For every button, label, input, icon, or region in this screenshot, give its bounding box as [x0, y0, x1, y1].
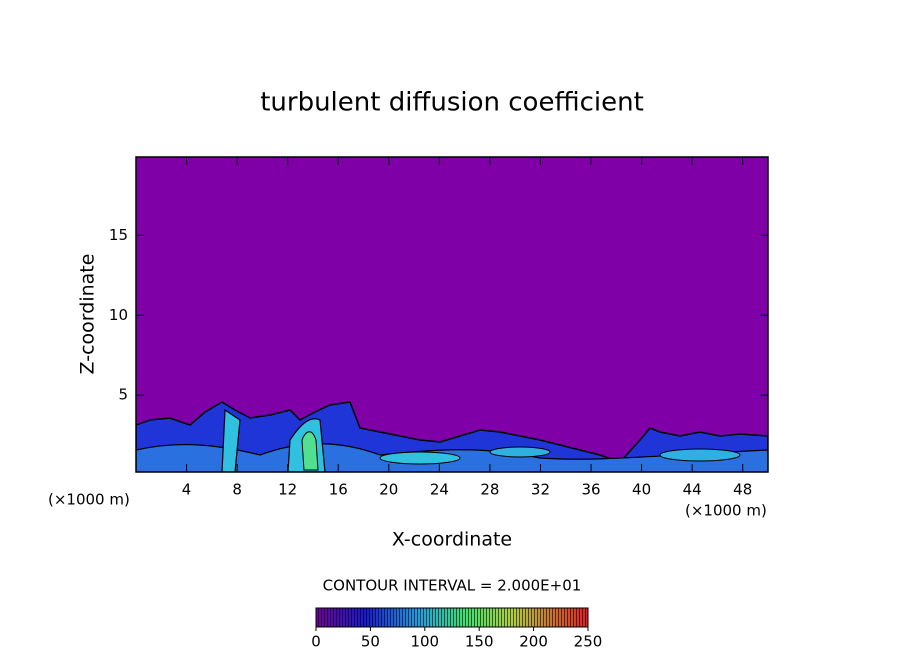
colorbar-tick-label: 100	[410, 633, 439, 651]
x-axis-label: X-coordinate	[392, 529, 512, 551]
y-tick-label: 15	[109, 226, 128, 244]
x-tick-label: 16	[329, 481, 348, 499]
plot-frame	[135, 156, 769, 473]
x-tick-label: 48	[733, 481, 752, 499]
x-tick-label: 4	[182, 481, 192, 499]
x-tick-label: 24	[430, 481, 449, 499]
colorbar-lines	[316, 608, 588, 627]
y-tick-label: 5	[118, 386, 128, 404]
colorbar-tick-label: 150	[465, 633, 494, 651]
contour-region	[221, 408, 326, 472]
contour-region	[489, 446, 551, 458]
colorbar-frame	[315, 607, 589, 628]
contour-region	[301, 431, 319, 471]
x-tick-label: 44	[683, 481, 702, 499]
colorbar-tick-label: 0	[311, 633, 321, 651]
contour-region	[659, 448, 741, 462]
x-tick-label: 40	[632, 481, 651, 499]
y-axis-label: Z-coordinate	[77, 254, 99, 375]
x-unit-label: (×1000 m)	[685, 502, 767, 520]
chart-title: turbulent diffusion coefficient	[260, 88, 644, 118]
colorbar-tick-label: 200	[519, 633, 548, 651]
x-tick-label: 8	[232, 481, 242, 499]
colorbar-tick-label: 50	[361, 633, 380, 651]
x-tick-label: 36	[581, 481, 600, 499]
contour-interval: CONTOUR INTERVAL = 2.000E+01	[323, 577, 582, 595]
contour-field	[136, 157, 768, 472]
y-unit-label: (×1000 m)	[48, 491, 130, 509]
x-tick-label: 20	[379, 481, 398, 499]
contour-region	[379, 451, 461, 465]
x-tick-label: 12	[278, 481, 297, 499]
x-tick-label: 32	[531, 481, 550, 499]
x-tick-label: 28	[480, 481, 499, 499]
y-tick-label: 10	[109, 306, 128, 324]
colorbar-tick-label: 250	[574, 633, 603, 651]
